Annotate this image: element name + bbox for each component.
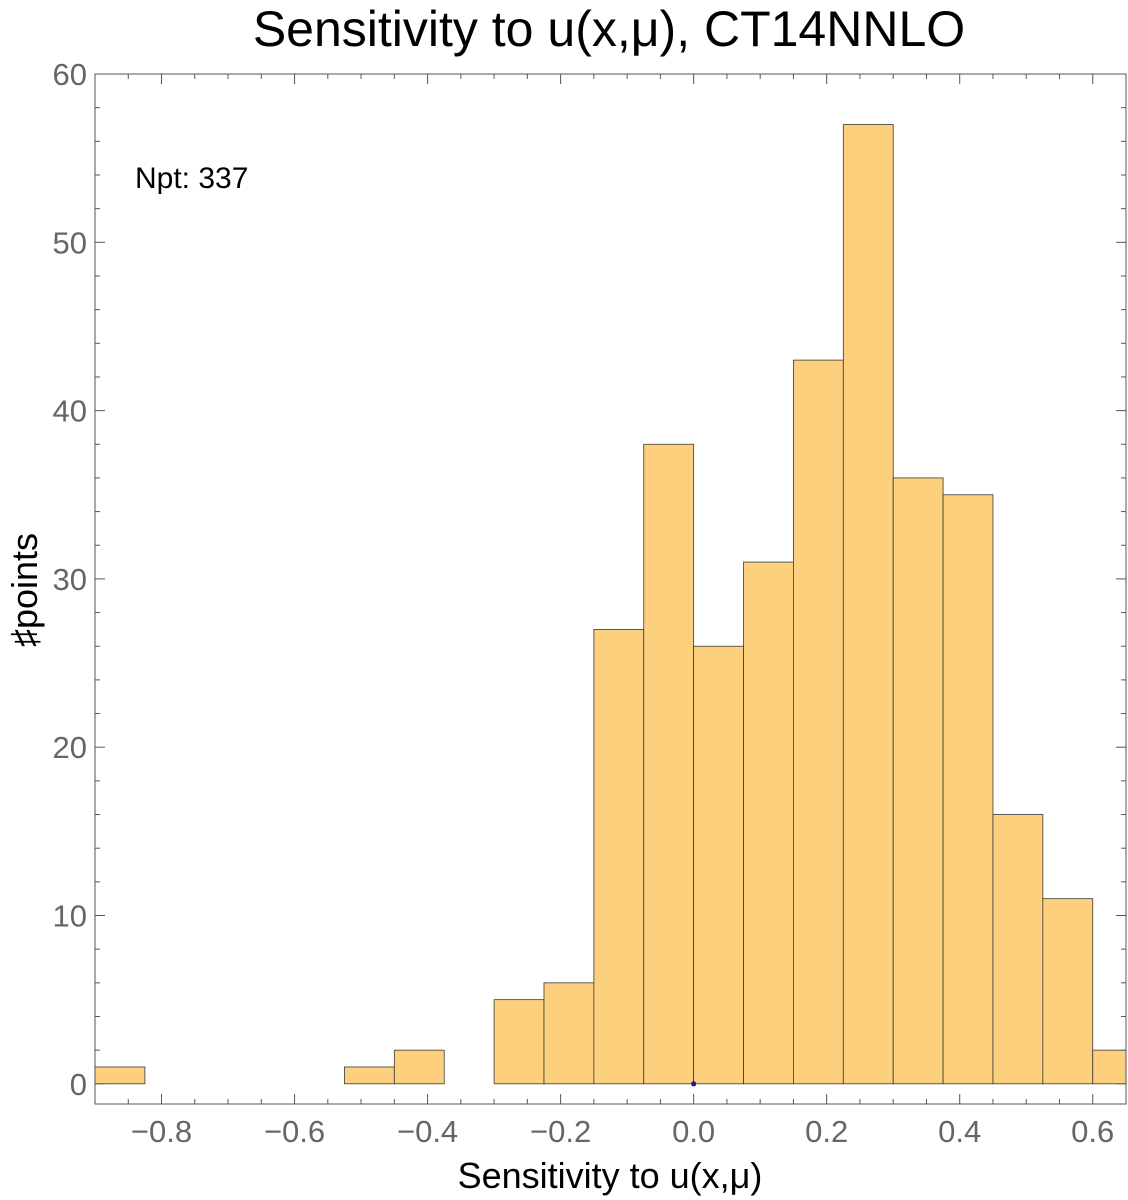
histogram-bar xyxy=(842,124,894,1085)
histogram-bar xyxy=(643,443,695,1085)
x-tick-label: 0.2 xyxy=(805,1114,848,1149)
chart-title: Sensitivity to u(x,μ), CT14NNLO xyxy=(253,1,965,57)
histogram-bars xyxy=(95,124,1126,1087)
plot-frame xyxy=(94,73,1127,1105)
histogram-bar xyxy=(344,1066,395,1085)
y-tick-label: 10 xyxy=(53,899,87,934)
plot-frame-rect xyxy=(94,73,1127,1105)
x-axis-label: Sensitivity to u(x,μ) xyxy=(458,1155,763,1196)
x-tick-label: −0.8 xyxy=(131,1114,192,1149)
x-tick-label: −0.2 xyxy=(530,1114,591,1149)
y-tick-label: 50 xyxy=(53,225,87,260)
histogram-bar xyxy=(95,1066,146,1085)
histogram-bar xyxy=(693,645,744,1085)
histogram-bar xyxy=(992,814,1044,1085)
histogram-bar xyxy=(892,477,944,1085)
origin-marker-point xyxy=(691,1081,697,1087)
histogram-bar xyxy=(1092,1049,1126,1085)
histogram-bar xyxy=(543,982,595,1085)
npt-annotation: Npt: 337 xyxy=(135,162,248,195)
y-tick-label: 20 xyxy=(53,730,87,765)
histogram-bar xyxy=(743,561,794,1085)
histogram-bar xyxy=(942,494,994,1085)
x-tick-label: −0.6 xyxy=(264,1114,325,1149)
y-tick-label: 60 xyxy=(53,57,87,92)
histogram-bar xyxy=(593,628,645,1085)
histogram-bar xyxy=(1042,898,1094,1085)
y-tick-label: 40 xyxy=(53,394,87,429)
x-tick-label: 0.6 xyxy=(1071,1114,1114,1149)
histogram-bar xyxy=(493,999,545,1085)
histogram-bar xyxy=(793,359,844,1085)
y-tick-label: 0 xyxy=(70,1067,87,1102)
x-tick-label: 0.4 xyxy=(938,1114,981,1149)
y-axis-label: ♯points xyxy=(4,533,45,647)
histogram-bar xyxy=(393,1049,445,1085)
x-tick-label: −0.4 xyxy=(397,1114,458,1149)
x-tick-label: 0.0 xyxy=(672,1114,715,1149)
axis-ticks: −0.8 −0.6 −0.4 −0.2 0.0 0.2 0.4 0.6 0 10 20 30 40 50 6… xyxy=(53,57,1127,1149)
y-tick-label: 30 xyxy=(53,562,87,597)
